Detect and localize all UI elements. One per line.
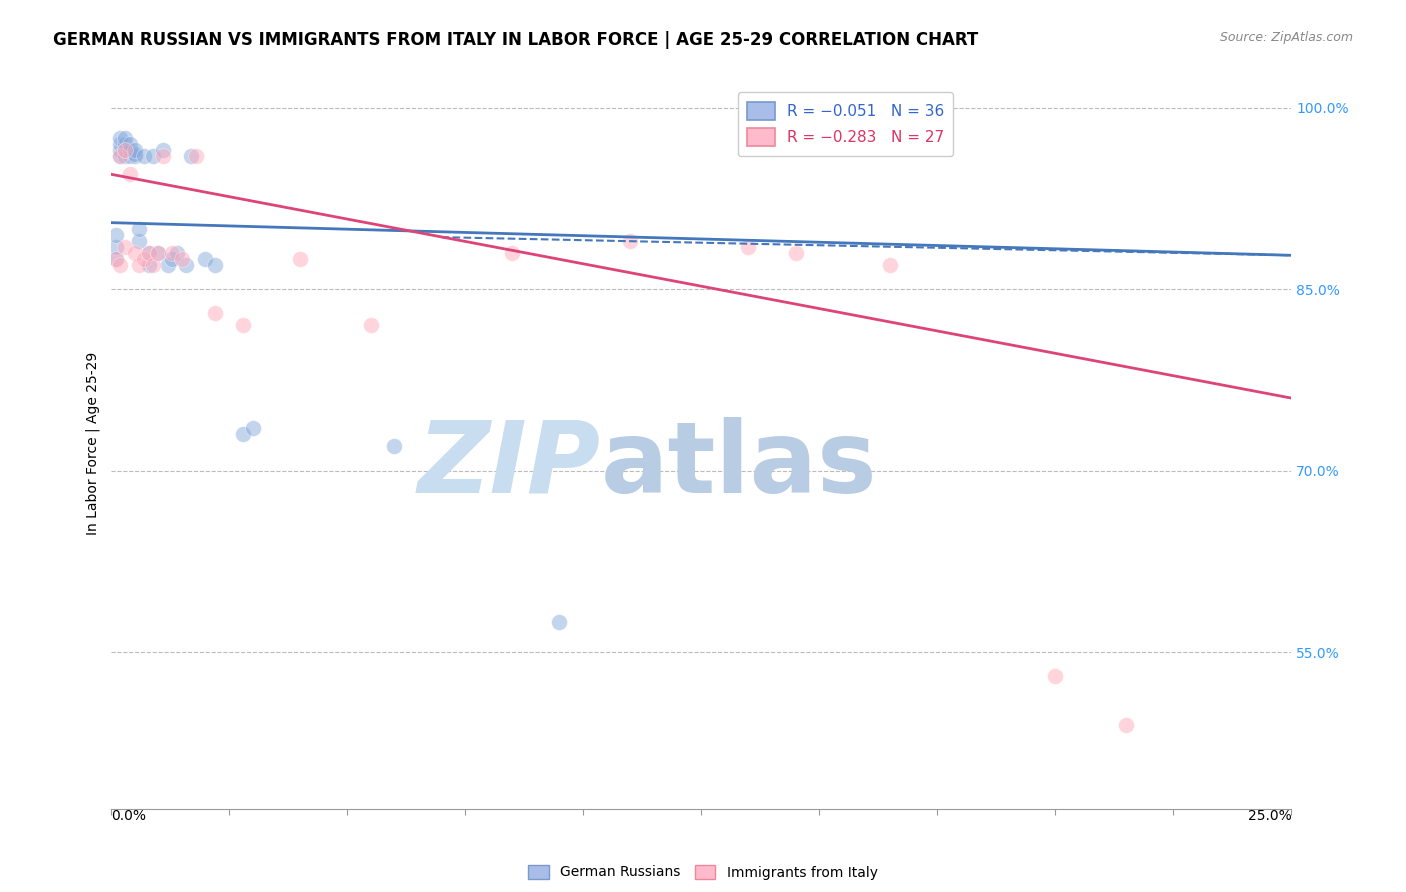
Point: [110, 143, 132, 157]
Point: [785, 246, 807, 260]
Point: [128, 234, 150, 248]
Point: [204, 258, 226, 272]
Point: [104, 252, 127, 266]
Point: [124, 143, 146, 157]
Point: [114, 136, 136, 151]
Point: [104, 240, 127, 254]
Point: [128, 258, 150, 272]
Text: 0.0%: 0.0%: [111, 809, 146, 823]
Point: [176, 258, 198, 272]
Point: [382, 440, 405, 454]
Point: [118, 143, 141, 157]
Point: [132, 149, 155, 163]
Text: atlas: atlas: [600, 417, 877, 514]
Text: ZIP: ZIP: [418, 417, 600, 514]
Point: [242, 421, 264, 435]
Point: [114, 143, 136, 157]
Point: [114, 143, 136, 157]
Point: [124, 149, 146, 163]
Point: [138, 258, 160, 272]
Point: [124, 146, 146, 161]
Legend: German Russians, Immigrants from Italy: German Russians, Immigrants from Italy: [523, 859, 883, 885]
Point: [737, 240, 759, 254]
Point: [128, 221, 150, 235]
Point: [110, 258, 132, 272]
Point: [118, 149, 141, 163]
Point: [232, 318, 254, 333]
Point: [619, 234, 641, 248]
Point: [118, 167, 141, 181]
Point: [132, 252, 155, 266]
Point: [232, 427, 254, 442]
Point: [548, 615, 571, 629]
Point: [114, 149, 136, 163]
Point: [162, 246, 184, 260]
Point: [142, 258, 165, 272]
Point: [166, 246, 188, 260]
Point: [110, 136, 132, 151]
Point: [146, 246, 169, 260]
Point: [104, 227, 127, 242]
Point: [194, 252, 217, 266]
Point: [162, 252, 184, 266]
Point: [204, 306, 226, 320]
Point: [1045, 669, 1067, 683]
Point: [184, 149, 207, 163]
Point: [152, 143, 174, 157]
Point: [138, 246, 160, 260]
Point: [114, 131, 136, 145]
Point: [180, 149, 202, 163]
Point: [501, 246, 523, 260]
Point: [879, 258, 901, 272]
Legend: R = −0.051   N = 36, R = −0.283   N = 27: R = −0.051 N = 36, R = −0.283 N = 27: [738, 93, 953, 155]
Point: [156, 258, 179, 272]
Point: [104, 252, 127, 266]
Point: [114, 240, 136, 254]
Point: [138, 246, 160, 260]
Point: [110, 131, 132, 145]
Text: 25.0%: 25.0%: [1247, 809, 1291, 823]
Point: [110, 149, 132, 163]
Point: [360, 318, 382, 333]
Point: [146, 246, 169, 260]
Y-axis label: In Labor Force | Age 25-29: In Labor Force | Age 25-29: [86, 351, 100, 535]
Text: Source: ZipAtlas.com: Source: ZipAtlas.com: [1219, 31, 1353, 45]
Point: [124, 246, 146, 260]
Point: [152, 149, 174, 163]
Point: [142, 149, 165, 163]
Point: [288, 252, 311, 266]
Text: GERMAN RUSSIAN VS IMMIGRANTS FROM ITALY IN LABOR FORCE | AGE 25-29 CORRELATION C: GERMAN RUSSIAN VS IMMIGRANTS FROM ITALY …: [53, 31, 979, 49]
Point: [170, 252, 193, 266]
Point: [110, 149, 132, 163]
Point: [118, 136, 141, 151]
Point: [1115, 718, 1137, 732]
